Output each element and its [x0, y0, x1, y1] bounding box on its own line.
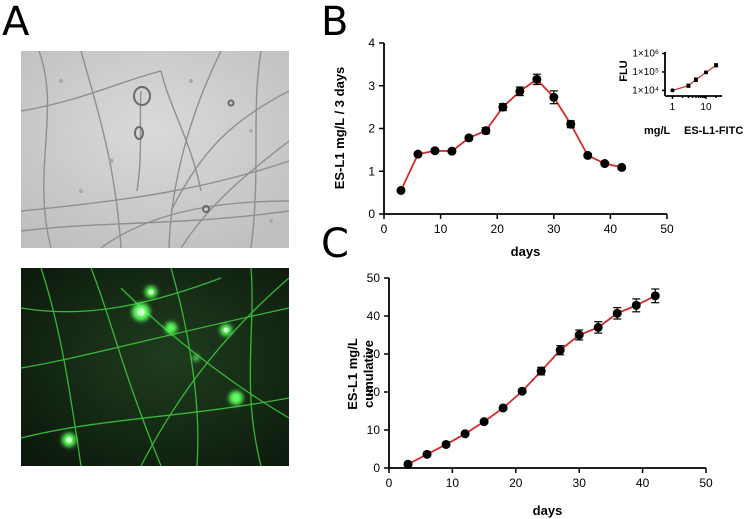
panel-b-main-x-tick-label: 0 — [381, 222, 388, 236]
panel-c-data-point — [536, 366, 546, 376]
panel-b-main-data-point — [566, 119, 576, 129]
fluorescence-image — [21, 268, 289, 466]
panel-c-data-point — [517, 386, 527, 396]
panel-b-inset-x-tick-label: 10 — [700, 102, 712, 113]
panel-b-main-data-point — [532, 74, 542, 84]
panel-c-x-tick-label: 50 — [699, 476, 713, 490]
panel-c-x-tick-label: 0 — [386, 476, 393, 490]
panel-b-inset-y-tick-label: 1×10⁵ — [632, 67, 659, 78]
panel-b-x-axis-title: days — [511, 244, 541, 259]
panel-b-inset-x-tick-label: 1 — [670, 102, 676, 113]
panel-b-inset-data-point — [693, 77, 698, 82]
panel-b-main-data-point — [413, 149, 423, 159]
panel-b-main-data-point — [464, 133, 474, 143]
panel-c-y-axis-subtitle: cumulative — [361, 340, 376, 408]
panel-b-inset-data-point — [670, 88, 675, 93]
panel-c-y-tick-label: 10 — [367, 423, 381, 437]
panel-c-data-point — [650, 291, 660, 301]
panel-b-main-data-point — [498, 102, 508, 112]
panel-b-main-y-tick-label: 1 — [368, 164, 375, 178]
panel-b-main-data-point — [617, 162, 627, 172]
panel-c-x-tick-label: 40 — [636, 476, 650, 490]
panel-b-main-x-tick-label: 40 — [604, 222, 618, 236]
panel-b-main-data-point — [430, 146, 440, 156]
panel-b-inset-data-point — [686, 83, 691, 88]
panel-b-main-group: 0 10 20 30 40 50 0 1 2 3 4 days ES-L1 mg/L / 3 days — [332, 36, 674, 259]
panel-b-main-x-tick-label: 20 — [491, 222, 505, 236]
panel-b-inset-data-point — [714, 63, 719, 68]
panel-c-data-point — [403, 459, 413, 469]
panel-b-main-data-point — [481, 126, 491, 136]
panel-c-x-tick-label: 10 — [446, 476, 460, 490]
panel-c-x-tick-label: 30 — [573, 476, 587, 490]
panel-c-y-tick-label: 40 — [367, 309, 381, 323]
panel-c-x-tick-label: 20 — [509, 476, 523, 490]
panel-c-data-point — [460, 429, 470, 439]
inset-x-axis-title: mg/L — [644, 125, 671, 137]
panel-b-main-x-tick-label: 50 — [660, 222, 674, 236]
panel-b-main-data-point — [583, 150, 593, 160]
panel-b-main-data-point — [447, 146, 457, 156]
panel-c-data-point — [631, 300, 641, 310]
brightfield-image — [21, 51, 289, 248]
panel-c-y-tick-label: 20 — [367, 385, 381, 399]
inset-x-axis-subtitle: ES-L1-FITC — [684, 125, 743, 137]
panel-c-data-point — [422, 449, 432, 459]
panel-b-main-data-point — [396, 185, 406, 195]
panel-c-data-point — [479, 417, 489, 427]
panel-b-y-axis-title: ES-L1 mg/L / 3 days — [332, 67, 347, 190]
panel-c-letter: C — [321, 221, 349, 267]
panel-c-data-point — [612, 308, 622, 318]
panel-c-y-axis-title: ES-L1 mg/L — [345, 338, 360, 410]
panel-c-series-line — [407, 295, 656, 465]
panel-b-inset-y-tick-label: 1×10⁶ — [632, 48, 659, 59]
panel-b-main-y-tick-label: 2 — [368, 122, 375, 136]
panel-c-data-point — [441, 439, 451, 449]
panel-b-main-y-tick-label: 3 — [368, 79, 375, 93]
panel-b-main-series-line — [400, 78, 622, 191]
panel-b-main-data-point — [549, 92, 559, 102]
panel-b-letter: B — [321, 0, 349, 45]
panel-c-data-point — [498, 403, 508, 413]
panel-b-main-y-tick-label: 4 — [368, 36, 375, 50]
fluorescence-micrograph — [21, 268, 289, 466]
panel-b-inset-y-tick-label: 1×10⁴ — [632, 85, 659, 96]
panel-c-group: 0 10 20 30 40 50 0 10 20 30 40 50 days ES-L1 mg/L cumu… — [345, 271, 713, 518]
panel-b-main-y-tick-label: 0 — [368, 207, 375, 221]
panel-b-main-x-tick-label: 30 — [547, 222, 561, 236]
panel-c-x-axis-title: days — [533, 503, 563, 518]
panel-a-letter: A — [2, 0, 30, 45]
panel-c-y-tick-label: 0 — [373, 461, 380, 475]
panel-b-main-data-point — [600, 159, 610, 169]
panel-b-main-data-point — [515, 86, 525, 96]
panel-c-y-tick-label: 30 — [367, 347, 381, 361]
inset-y-axis-title: FLU — [618, 60, 630, 81]
panel-c-data-point — [574, 330, 584, 340]
panel-c-data-point — [593, 322, 603, 332]
panel-c-data-point — [555, 345, 565, 355]
panel-b-main-x-tick-label: 10 — [434, 222, 448, 236]
panel-c-y-tick-label: 50 — [367, 271, 381, 285]
panel-b-inset-data-point — [703, 70, 708, 75]
brightfield-micrograph — [21, 51, 289, 248]
